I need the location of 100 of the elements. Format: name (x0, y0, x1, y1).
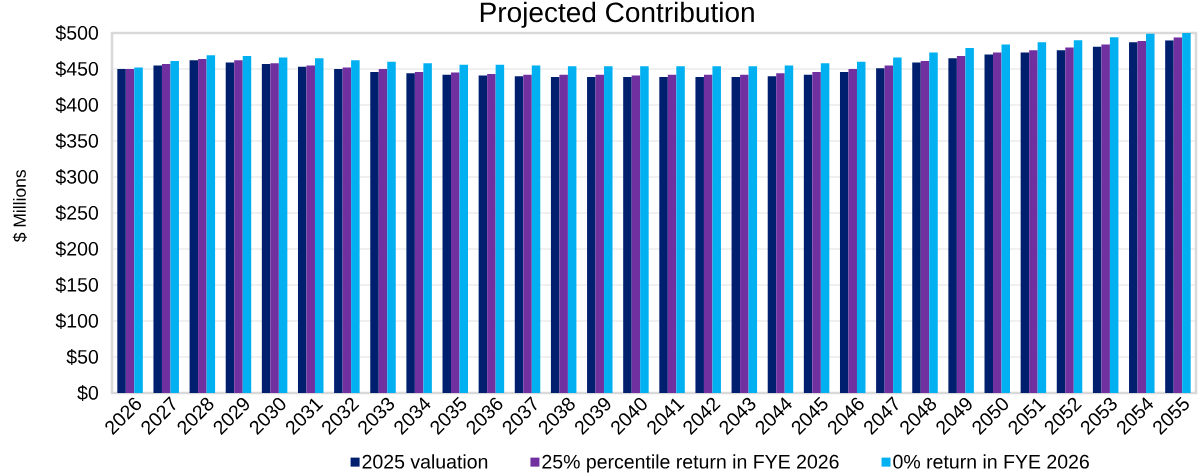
bar (659, 76, 668, 393)
bar (487, 74, 496, 393)
bar (948, 58, 957, 393)
bar (423, 63, 432, 393)
bar (161, 63, 171, 393)
bar (559, 74, 568, 393)
bar (604, 66, 613, 393)
bar (370, 71, 379, 393)
bar (884, 65, 894, 393)
bar (1037, 42, 1047, 393)
y-tick-label: $500 (55, 25, 99, 41)
bar (856, 61, 866, 393)
bar (531, 65, 541, 393)
y-tick-label: $50 (66, 349, 99, 365)
bar (740, 74, 749, 393)
bar (1165, 40, 1174, 393)
bar (1065, 47, 1074, 393)
bar (414, 71, 424, 393)
bar (170, 61, 179, 393)
bar (206, 55, 216, 393)
legend-label: 2025 valuation (362, 454, 488, 469)
bar (703, 74, 713, 393)
y-tick-label: $400 (55, 97, 99, 113)
bar (234, 60, 243, 393)
bar (848, 69, 857, 393)
bar (1029, 50, 1038, 393)
bar (767, 76, 777, 393)
bar (117, 69, 126, 393)
bar (1109, 37, 1119, 393)
bar (623, 76, 632, 393)
bar (784, 65, 794, 393)
bar (495, 64, 505, 393)
bar (1101, 44, 1110, 393)
bar (929, 52, 938, 393)
y-tick-label: $150 (55, 277, 99, 293)
bar (839, 71, 849, 393)
legend-label: 25% percentile return in FYE 2026 (542, 454, 839, 473)
bar (189, 60, 199, 393)
bar (1092, 46, 1102, 393)
bar (676, 66, 685, 393)
y-axis-title: $ Millions (12, 169, 27, 243)
bar (153, 65, 162, 393)
bar (351, 60, 360, 393)
bar (550, 76, 560, 393)
bar (198, 58, 207, 393)
bar (442, 74, 452, 393)
bar (1129, 42, 1138, 393)
bar (1056, 50, 1066, 393)
bar (134, 67, 143, 393)
bar (776, 73, 785, 393)
bar (406, 73, 415, 393)
bar (712, 66, 721, 393)
y-tick-label: $0 (77, 385, 99, 401)
bar (812, 71, 821, 393)
bar (1182, 33, 1191, 393)
bar (893, 57, 902, 393)
bar (1001, 44, 1011, 393)
bar (514, 76, 524, 393)
bar (306, 65, 315, 393)
bar (451, 72, 460, 393)
chart-title: Projected Contribution (480, 1, 754, 28)
bar (984, 54, 994, 393)
bar (820, 63, 830, 393)
bar (640, 66, 649, 393)
bar (1073, 40, 1083, 393)
bar (695, 76, 704, 393)
bar (314, 58, 324, 393)
bar (1137, 40, 1147, 393)
bar (587, 76, 596, 393)
bar (748, 66, 758, 393)
y-tick-label: $350 (55, 133, 99, 149)
y-tick-label: $250 (55, 205, 99, 221)
bar (993, 52, 1002, 393)
bar (876, 68, 885, 393)
y-tick-label: $200 (55, 241, 99, 257)
bar (667, 74, 677, 393)
bar (1146, 33, 1155, 393)
bar (478, 75, 488, 393)
y-tick-label: $300 (55, 169, 99, 185)
bar (1020, 52, 1030, 393)
y-tick-label: $450 (55, 61, 99, 77)
bar (912, 62, 921, 393)
bar (567, 66, 577, 393)
bar (459, 64, 469, 393)
bar (342, 67, 352, 393)
bar (225, 62, 235, 393)
bar (278, 57, 288, 393)
bar (1173, 37, 1183, 393)
bar (378, 69, 388, 393)
bar (731, 76, 741, 393)
bar (125, 69, 135, 393)
bar (803, 74, 813, 393)
bar (965, 48, 974, 393)
bar (920, 61, 930, 393)
bar (523, 74, 532, 393)
bar (956, 56, 966, 393)
bar (631, 75, 641, 393)
bar (387, 61, 396, 393)
bar (297, 66, 307, 393)
legend-label: 0% return in FYE 2026 (893, 454, 1089, 469)
